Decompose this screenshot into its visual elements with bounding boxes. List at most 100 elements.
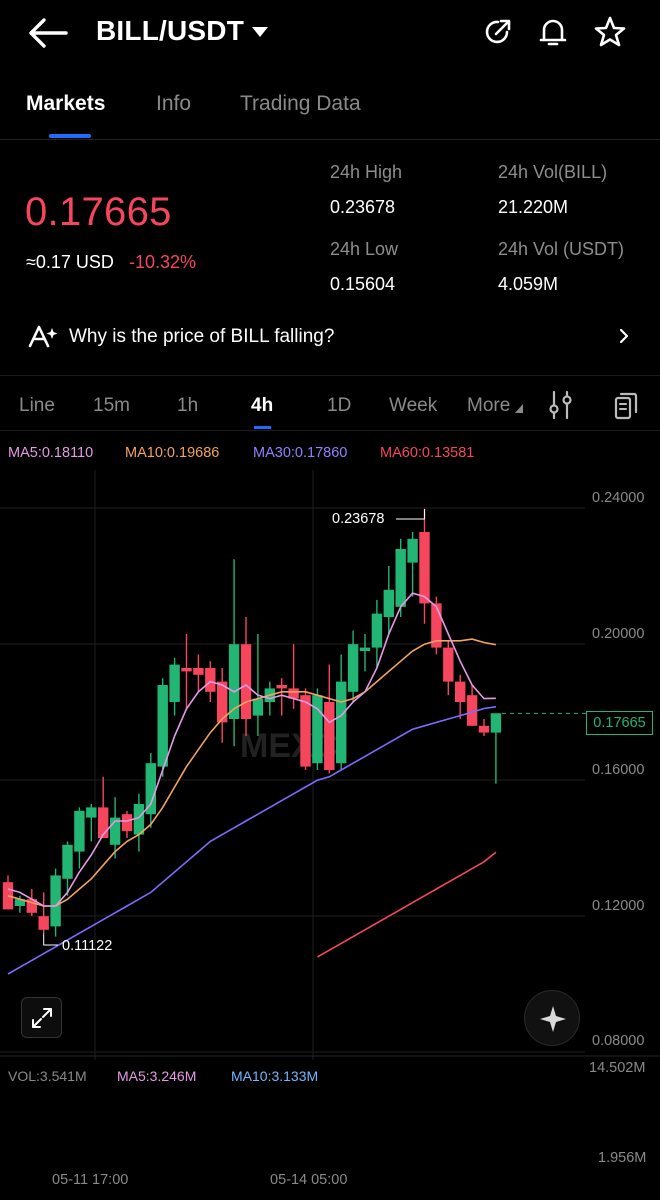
bell-icon[interactable] bbox=[536, 15, 570, 49]
pair-title[interactable]: BILL/USDT bbox=[96, 15, 245, 46]
candle-body bbox=[228, 644, 240, 719]
divider bbox=[0, 375, 660, 376]
candlestick-chart[interactable]: MEXC bbox=[0, 470, 660, 1060]
volume-max-label: 14.502M bbox=[589, 1060, 646, 1076]
ma60-label: MA60:0.13581 bbox=[380, 445, 475, 461]
candle-body bbox=[252, 698, 264, 716]
candle-body bbox=[38, 916, 49, 930]
sparkle-icon bbox=[540, 1006, 566, 1032]
fullscreen-button[interactable] bbox=[21, 997, 62, 1038]
chevron-right-icon bbox=[619, 328, 629, 344]
last-price-tag: 0.17665 bbox=[586, 711, 653, 735]
ma10-label: MA10:0.19686 bbox=[125, 445, 220, 461]
active-interval-indicator bbox=[254, 426, 271, 429]
y-tick-label: 0.20000 bbox=[592, 626, 645, 642]
candle-body bbox=[157, 685, 168, 767]
candle-body bbox=[347, 644, 359, 692]
low-label: 24h Low bbox=[330, 239, 399, 259]
top-bar: BILL/USDT bbox=[0, 0, 660, 66]
interval-4h[interactable]: 4h bbox=[251, 395, 274, 416]
insight-text: Why is the price of BILL falling? bbox=[69, 326, 335, 347]
candle-body bbox=[276, 685, 287, 689]
interval-week[interactable]: Week bbox=[389, 395, 438, 416]
watermark-text: MEXC bbox=[240, 727, 338, 765]
candle-body bbox=[145, 763, 156, 815]
ma30-label: MA30:0.17860 bbox=[253, 445, 348, 461]
copy-layout-icon[interactable] bbox=[612, 390, 640, 420]
interval-15m[interactable]: 15m bbox=[93, 395, 130, 416]
ma5-line bbox=[7, 592, 496, 907]
candle-body bbox=[407, 538, 418, 563]
candle-body bbox=[431, 603, 442, 648]
candle-body bbox=[169, 664, 180, 702]
candle-body bbox=[466, 695, 478, 726]
ma10-line bbox=[7, 638, 497, 907]
indicator-settings-icon[interactable] bbox=[548, 390, 574, 420]
candle-body bbox=[288, 688, 299, 699]
candle-body bbox=[336, 681, 347, 764]
last-price: 0.17665 bbox=[25, 190, 172, 234]
candle-body bbox=[455, 681, 466, 702]
share-icon[interactable] bbox=[481, 15, 515, 49]
vol-quote-value: 4.059M bbox=[498, 274, 559, 294]
candle-body bbox=[217, 681, 228, 723]
x-tick-label: 05-14 05:00 bbox=[270, 1172, 348, 1188]
low-value: 0.15604 bbox=[330, 274, 396, 294]
y-tick-label: 0.24000 bbox=[592, 490, 645, 506]
section-tabs: Markets Info Trading Data bbox=[0, 72, 660, 140]
candle-body bbox=[240, 644, 252, 719]
high-marker-label: 0.23678 bbox=[332, 511, 385, 527]
candle-body bbox=[133, 804, 145, 835]
interval-1d[interactable]: 1D bbox=[327, 395, 352, 416]
more-caret-icon bbox=[515, 404, 523, 413]
candle-body bbox=[383, 589, 394, 617]
drawing-tools-button[interactable] bbox=[524, 990, 580, 1046]
interval-1h[interactable]: 1h bbox=[177, 395, 199, 416]
high-value: 0.23678 bbox=[330, 197, 396, 217]
vol-base-value: 21.220M bbox=[498, 197, 569, 217]
interval-line[interactable]: Line bbox=[19, 395, 55, 416]
candle-body bbox=[443, 647, 454, 682]
low-marker-label: 0.11122 bbox=[62, 938, 113, 954]
candle-body bbox=[26, 899, 37, 913]
y-tick-label: 0.16000 bbox=[592, 762, 645, 778]
candle-body bbox=[359, 647, 371, 651]
vol-quote-label: 24h Vol (USDT) bbox=[498, 239, 625, 259]
candle-body bbox=[14, 899, 26, 906]
candle-body bbox=[62, 844, 73, 879]
candle-body bbox=[371, 613, 383, 648]
candle-body bbox=[50, 875, 61, 927]
star-icon[interactable] bbox=[593, 15, 627, 49]
ma30-line bbox=[7, 706, 497, 975]
y-tick-label: 0.08000 bbox=[592, 1033, 645, 1049]
high-marker-line bbox=[396, 508, 425, 520]
candle-body bbox=[98, 807, 109, 838]
back-arrow-icon[interactable] bbox=[26, 14, 70, 52]
tab-trading-data[interactable]: Trading Data bbox=[240, 92, 361, 115]
price-insight-row[interactable]: Why is the price of BILL falling? bbox=[0, 312, 660, 360]
tab-info[interactable]: Info bbox=[156, 92, 192, 115]
interval-more[interactable]: More bbox=[467, 395, 511, 416]
candle-body bbox=[86, 807, 97, 818]
candle-body bbox=[109, 817, 121, 845]
candle-body bbox=[74, 810, 85, 852]
dropdown-caret-icon[interactable] bbox=[250, 24, 270, 40]
volume-ma10-label: MA10:3.133M bbox=[231, 1068, 319, 1084]
candle-body bbox=[419, 532, 430, 604]
ai-sparkle-icon bbox=[28, 325, 58, 348]
low-marker-line bbox=[43, 933, 58, 946]
vol-base-label: 24h Vol(BILL) bbox=[498, 162, 608, 182]
candle-body bbox=[478, 725, 490, 733]
tab-markets[interactable]: Markets bbox=[26, 92, 106, 115]
candle-body bbox=[181, 668, 192, 672]
candle-body bbox=[300, 695, 311, 767]
divider bbox=[0, 430, 660, 431]
y-tick-label: 0.12000 bbox=[592, 898, 645, 914]
candle-body bbox=[490, 713, 502, 733]
volume-ma5-label: MA5:3.246M bbox=[117, 1068, 197, 1084]
volume-min-label: 1.956M bbox=[598, 1150, 647, 1166]
candle-body bbox=[193, 668, 204, 675]
candle-body bbox=[395, 549, 406, 607]
candle-body bbox=[324, 702, 335, 770]
active-tab-indicator bbox=[49, 134, 91, 138]
